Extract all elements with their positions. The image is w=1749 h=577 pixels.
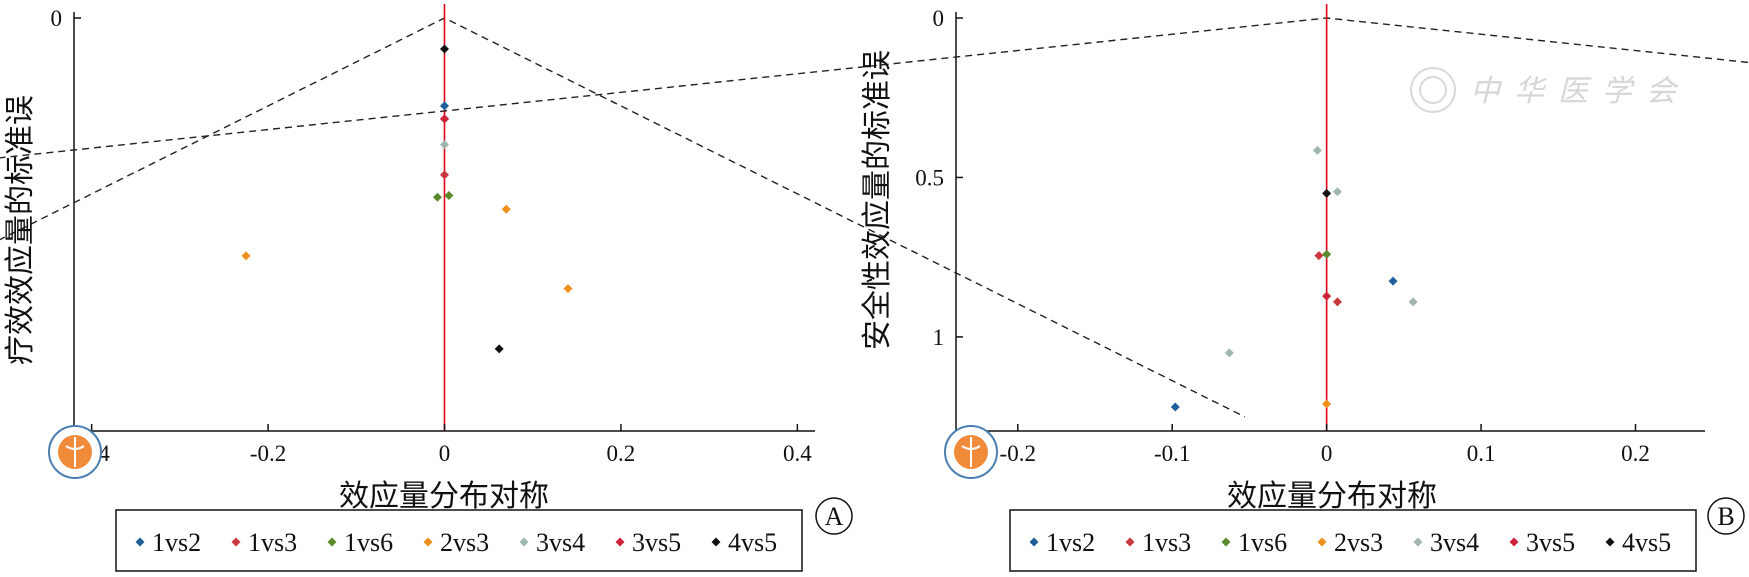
- panel-b-point-2vs3: [1322, 399, 1332, 409]
- legend-marker-2vs3: [1317, 537, 1327, 547]
- panel-a-point-1vs2: [440, 101, 449, 111]
- legend-marker-3vs5: [1509, 537, 1519, 547]
- panel-a: -0.4-0.200.20.40 效应量分布对称 疗效效应量的标准误 A: [0, 4, 1246, 535]
- panel-a-xlabel: 效应量分布对称: [339, 479, 549, 514]
- panel-b-point-3vs4: [1312, 145, 1322, 155]
- legend-label-1vs6: 1vs6: [344, 528, 393, 557]
- panel-b-xlabel: 效应量分布对称: [1227, 479, 1437, 514]
- panel-b-y-tick-label: 0: [933, 6, 945, 31]
- legend-marker-3vs5: [615, 537, 625, 547]
- panel-b-ylabel: 安全性效应量的标准误: [860, 50, 895, 350]
- legend-label-1vs3: 1vs3: [248, 528, 297, 557]
- panel-b-point-4vs5: [1322, 188, 1332, 198]
- panel-a-x-tick-label: 0: [439, 441, 451, 466]
- panel-a-point-2vs3: [501, 204, 511, 214]
- panel-b-point-3vs5: [1322, 291, 1332, 301]
- svg-text:A: A: [825, 502, 844, 531]
- legend-label-3vs4: 3vs4: [536, 528, 585, 557]
- panel-b-point-3vs4: [1332, 187, 1342, 197]
- legend-marker-4vs5: [711, 537, 721, 547]
- panel-b-x-tick-label: 0.1: [1467, 441, 1496, 466]
- panel-b-x-tick-label: -0.2: [1000, 441, 1036, 466]
- legend-label-3vs4: 3vs4: [1430, 528, 1479, 557]
- panel-a-point-3vs5: [440, 114, 449, 124]
- legend-a-box: [115, 509, 803, 572]
- panel-a-point-1vs6: [432, 192, 442, 202]
- panel-b-x-tick-label: 0.2: [1621, 441, 1650, 466]
- panel-a-point-2vs3: [241, 251, 251, 261]
- watermark-text: 中华医学会: [1470, 74, 1690, 109]
- legend-label-2vs3: 2vs3: [440, 528, 489, 557]
- legend-label-3vs5: 3vs5: [1526, 528, 1575, 557]
- panel-b-point-3vs4: [1408, 297, 1418, 307]
- legend-marker-1vs6: [327, 537, 337, 547]
- panel-a-label: A: [815, 497, 853, 535]
- legend-marker-3vs4: [519, 537, 529, 547]
- panel-a-x-tick-label: -0.2: [250, 441, 286, 466]
- panel-b-y-tick-label: 0.5: [915, 165, 944, 190]
- legend-marker-1vs3: [1125, 537, 1135, 547]
- panel-b-point-1vs2: [1170, 402, 1180, 412]
- legend-marker-1vs2: [135, 537, 145, 547]
- legend-marker-4vs5: [1605, 537, 1615, 547]
- legend-label-2vs3: 2vs3: [1334, 528, 1383, 557]
- panel-a-ylabel: 疗效效应量的标准误: [3, 95, 38, 365]
- legend-label-1vs2: 1vs2: [1046, 528, 1095, 557]
- legend-label-3vs5: 3vs5: [632, 528, 681, 557]
- legend-b-box: [1009, 509, 1697, 572]
- legend-marker-1vs3: [231, 537, 241, 547]
- panel-a-logo-icon: [48, 425, 102, 479]
- panel-a-point-3vs4: [440, 140, 449, 150]
- panel-b-y-tick-label: 1: [933, 325, 945, 350]
- watermark-logo-icon: [1410, 67, 1456, 113]
- panel-b-label: B: [1707, 497, 1745, 535]
- legend-label-1vs6: 1vs6: [1238, 528, 1287, 557]
- legend-marker-1vs2: [1029, 537, 1039, 547]
- panel-a-y-tick-label: 0: [51, 6, 63, 31]
- legend-label-1vs2: 1vs2: [152, 528, 201, 557]
- legend-marker-3vs4: [1413, 537, 1423, 547]
- panel-a-point-4vs5: [440, 44, 449, 54]
- panel-b: -0.2 -0.1 0 0.1 0.200.51 效应量分布对称 安全性效应量的标准误 …: [0, 4, 1749, 535]
- legend-label-4vs5: 4vs5: [1622, 528, 1671, 557]
- svg-text:B: B: [1717, 502, 1734, 531]
- panel-a-funnel-line: [0, 17, 1246, 418]
- legend-marker-1vs6: [1221, 537, 1231, 547]
- panel-b-logo-icon: [944, 425, 998, 479]
- legend-b: 1vs2 1vs3 1vs6 2vs3 3vs4 3vs5 4vs5: [1009, 509, 1697, 572]
- legend-label-4vs5: 4vs5: [728, 528, 777, 557]
- panel-b-point-1vs6: [1322, 249, 1332, 259]
- legend-label-1vs3: 1vs3: [1142, 528, 1191, 557]
- panel-b-x-tick-label: 0: [1321, 441, 1333, 466]
- panel-b-point-3vs4: [1224, 348, 1234, 358]
- panel-a-point-2vs3: [563, 284, 573, 294]
- panel-a-x-tick-label: 0.4: [783, 441, 812, 466]
- panel-a-point-4vs5: [494, 344, 504, 354]
- panel-b-point-1vs3: [1314, 251, 1324, 261]
- watermark: 中华医学会: [1410, 67, 1690, 113]
- panel-a-point-1vs6: [444, 191, 454, 201]
- legend-a: 1vs2 1vs3 1vs6 2vs3 3vs4 3vs5 4vs5: [115, 509, 803, 572]
- panel-b-point-1vs2: [1388, 276, 1398, 286]
- panel-a-x-tick-label: 0.2: [607, 441, 636, 466]
- panel-a-point-1vs3: [440, 170, 449, 180]
- panel-b-x-tick-label: -0.1: [1154, 441, 1190, 466]
- legend-marker-2vs3: [423, 537, 433, 547]
- panel-b-point-1vs3: [1332, 297, 1342, 307]
